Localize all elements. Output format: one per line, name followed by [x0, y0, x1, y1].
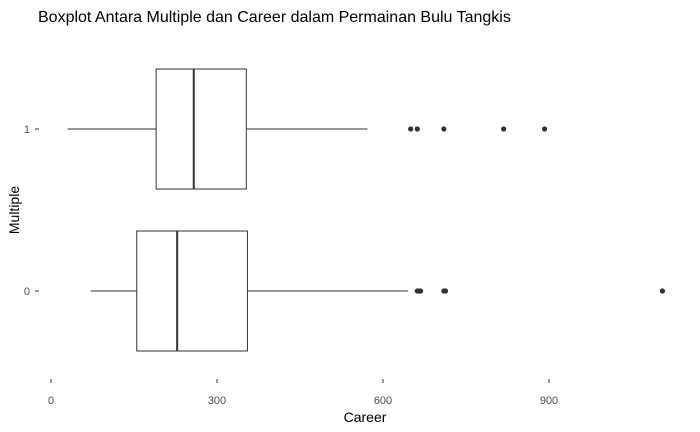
y-axis-title: Multiple [6, 186, 22, 234]
box-0-outlier-4 [442, 288, 449, 294]
box-0-outlier-5 [659, 288, 666, 294]
box-1-outlier-1 [414, 126, 420, 132]
box-1-outlier-3 [501, 126, 507, 132]
box-0-iqr [136, 230, 248, 352]
chart-title: Boxplot Antara Multiple dan Career dalam… [38, 9, 511, 26]
y-tick-label-0: 0 [24, 286, 30, 298]
x-tick-label-900: 900 [540, 395, 558, 407]
plot-area: 0 300 600 900 0 1 [24, 68, 666, 407]
box-1-iqr [155, 68, 247, 190]
box-1-outlier-4 [541, 126, 548, 132]
y-tick-label-1: 1 [24, 124, 30, 136]
x-tick-label-300: 300 [208, 395, 226, 407]
box-1-outlier-2 [441, 126, 447, 132]
x-tick-label-0: 0 [48, 395, 54, 407]
x-axis-title: Career [344, 409, 387, 425]
box-1-outlier-0 [408, 126, 414, 132]
x-tick-label-600: 600 [374, 395, 392, 407]
box-0-outlier-2 [418, 288, 424, 294]
